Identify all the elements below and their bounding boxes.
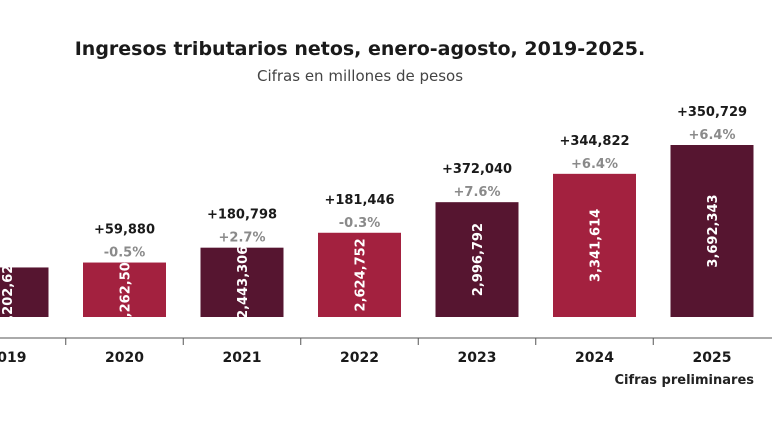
difference-label-2022: +181,446 <box>324 193 394 208</box>
x-tick-label-2024: 2024 <box>575 350 614 366</box>
x-tick-label-2021: 2021 <box>223 350 262 366</box>
chart-subtitle: Cifras en millones de pesos <box>256 67 464 85</box>
difference-label-2025: +350,729 <box>677 105 747 120</box>
chart-title: Ingresos tributarios netos, enero-agosto… <box>74 38 646 60</box>
bar-value-label-2022: 2,624,752 <box>354 238 369 311</box>
pct-change-label-2023: +7.6% <box>454 185 501 200</box>
bar-value-label-2020: 2,262,508 <box>119 253 134 326</box>
pct-change-label-2021: +2.7% <box>219 231 266 246</box>
pct-change-label-2025: +6.4% <box>689 128 736 143</box>
pct-change-label-2020: -0.5% <box>104 246 145 261</box>
bar-2022 <box>318 232 401 317</box>
bar-value-label-2019: 2,202,628 <box>1 256 16 329</box>
bar-2023 <box>435 202 519 317</box>
bar-2021 <box>200 247 284 317</box>
x-tick-label-2019: 2019 <box>0 350 26 366</box>
bar-2020 <box>83 262 166 317</box>
pct-change-label-2024: +6.4% <box>571 157 618 172</box>
bar-value-label-2023: 2,996,792 <box>471 223 486 296</box>
difference-label-2020: +59,880 <box>94 223 155 238</box>
bar-2019 <box>0 267 49 317</box>
bar-value-label-2021: 2,443,306 <box>236 246 251 319</box>
x-tick-label-2023: 2023 <box>458 350 497 366</box>
bar-value-label-2025: 3,692,343 <box>706 194 721 267</box>
x-tick-label-2020: 2020 <box>105 350 144 366</box>
x-ticks-group: 2019 2020 2021 2022 2023 2024 2025 <box>0 338 731 366</box>
bars-group: 2,202,628 2,262,508-0.5%+59,8802,443,306+… <box>0 105 754 329</box>
pct-change-label-2022: -0.3% <box>339 216 380 231</box>
x-tick-label-2022: 2022 <box>340 350 379 366</box>
preliminary-note: Cifras preliminares <box>614 373 754 388</box>
x-tick-label-2025: 2025 <box>693 350 732 366</box>
difference-label-2023: +372,040 <box>442 162 512 177</box>
difference-label-2024: +344,822 <box>559 134 629 149</box>
bar-value-label-2024: 3,341,614 <box>589 209 604 282</box>
difference-label-2021: +180,798 <box>207 208 277 223</box>
bar-2025 <box>670 145 754 317</box>
bar-2024 <box>553 173 636 317</box>
